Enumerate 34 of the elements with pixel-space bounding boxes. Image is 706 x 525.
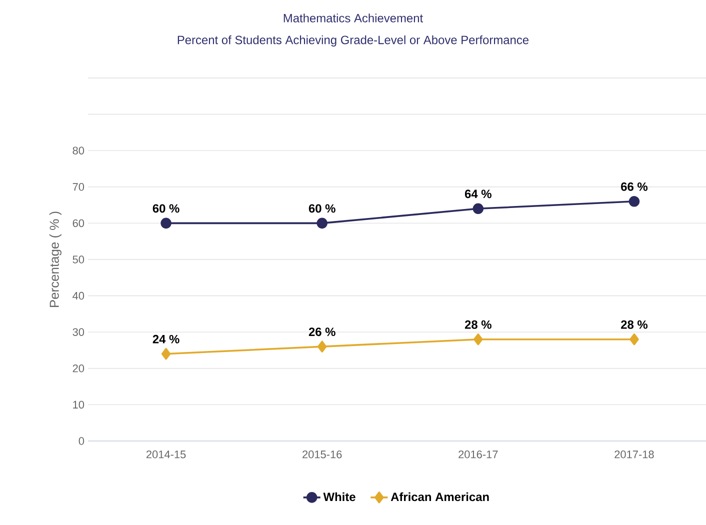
chart-subtitle: Percent of Students Achieving Grade-Level or Above Performance [178,35,529,47]
y-tick-label: 0 [78,437,84,445]
data-label: 28 % [621,320,648,329]
x-tick-label: 2015-16 [302,450,342,458]
chart-title: Mathematics Achievement [284,14,423,22]
y-tick-label: 60 [72,219,84,228]
y-tick-label: 40 [72,292,84,300]
y-tick-label: 80 [72,146,84,154]
data-label: 60 % [308,204,336,213]
legend-label: White [323,492,356,502]
point [160,218,172,229]
data-label: 64 % [464,190,492,198]
y-tick-label: 20 [72,364,84,372]
x-tick-label: 2017-18 [614,450,654,458]
data-label: 66 % [621,182,648,191]
data-label: 60 % [152,204,180,213]
x-tick-label: 2014-15 [146,450,186,458]
y-tick-label: 30 [72,328,84,336]
point [316,218,328,229]
data-label: 28 % [464,320,492,329]
point [161,348,171,360]
point [630,333,639,346]
x-tick-label: 2016-17 [458,450,498,458]
y-tick-label: 70 [72,183,84,191]
point [474,333,483,346]
y-axis-title: Percentage ( % ) [49,212,62,308]
point [317,340,327,352]
point [472,203,484,214]
data-label: 24 % [152,334,180,344]
y-tick-label: 10 [73,400,84,409]
point [628,196,640,207]
legend-label: African American [390,492,489,502]
y-tick-label: 50 [72,256,84,264]
data-label: 26 % [308,328,336,336]
